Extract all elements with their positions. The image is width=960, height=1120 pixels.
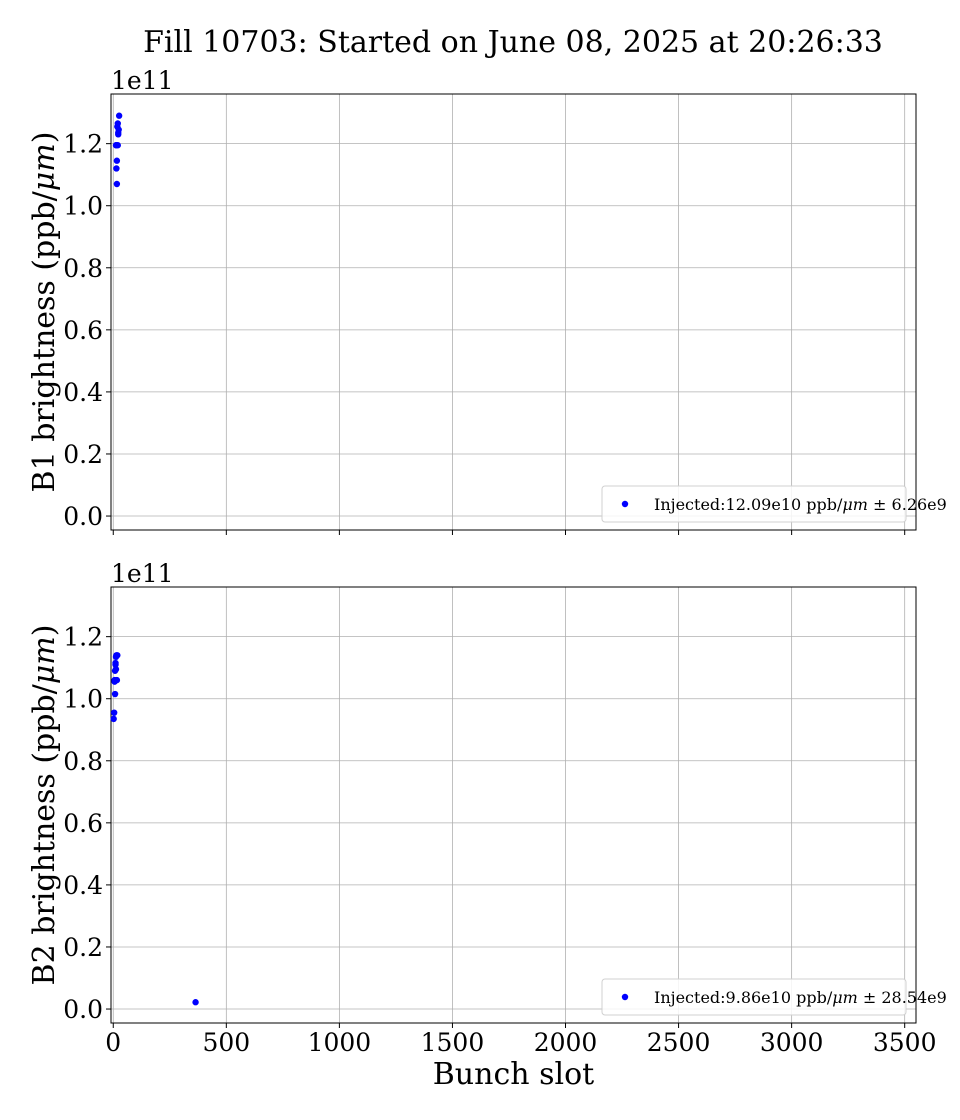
y-tick-label: 0.2: [63, 933, 103, 962]
legend-label: Injected:12.09e10 ppb/μm ± 6.26e9: [654, 495, 947, 514]
y-axis-label-close: ): [27, 132, 62, 144]
data-point: [110, 709, 118, 716]
legend-label-stat: ± 6.26e9: [868, 495, 947, 514]
data-point: [115, 129, 122, 136]
y-axis-label: B2 brightness (ppb/μm): [27, 625, 62, 986]
x-tick-label: 3500: [873, 1028, 937, 1057]
panel-1: 0.0 0.2 0.4 0.6 0.8 1.0 1.2 1e11 B1 brightness (…: [27, 66, 947, 535]
x-tick-label: 3000: [760, 1028, 824, 1057]
data-point: [113, 157, 121, 164]
y-tick-label: 0.0: [63, 502, 103, 531]
data-point: [114, 652, 121, 659]
x-tick-label: 2500: [647, 1028, 711, 1057]
data-point: [111, 676, 118, 684]
y-offset-label: 1e11: [111, 559, 174, 588]
y-axis-label-unit: μm: [27, 636, 62, 684]
data-point: [115, 112, 123, 119]
y-tick-label: 0.6: [63, 316, 103, 345]
data-point: [112, 666, 120, 673]
y-tick-label: 1.2: [63, 130, 103, 159]
data-point: [112, 659, 119, 667]
y-tick-label: 0.4: [63, 871, 103, 900]
legend-label-text: Injected:9.86e10 ppb/: [654, 988, 833, 1007]
y-axis-label-text: B1 brightness (ppb/: [27, 190, 62, 492]
y-axis-label-text: B2 brightness (ppb/: [27, 683, 62, 985]
y-tick-label: 1.0: [63, 685, 103, 714]
legend-label-unit: μm: [832, 988, 858, 1007]
y-axis-label-close: ): [27, 625, 62, 637]
y-tick-label: 0.2: [63, 440, 103, 469]
legend-marker: [621, 993, 629, 1001]
y-axis-label: B1 brightness (ppb/μm): [27, 132, 62, 493]
legend-label: Injected:9.86e10 ppb/μm ± 28.54e9: [654, 988, 947, 1007]
x-tick-label: 1000: [308, 1028, 372, 1057]
legend-label-unit: μm: [842, 495, 868, 514]
figure-title: Fill 10703: Started on June 08, 2025 at …: [143, 25, 883, 60]
y-axis-label-unit: μm: [27, 143, 62, 191]
x-tick-label: 0: [105, 1028, 121, 1057]
data-point: [192, 999, 199, 1006]
legend-label-text: Injected:12.09e10 ppb/: [654, 495, 843, 514]
legend-label-stat: ± 28.54e9: [858, 988, 947, 1007]
legend-marker: [621, 500, 629, 508]
y-tick-label: 0.8: [63, 747, 103, 776]
y-tick-label: 0.0: [63, 995, 103, 1024]
x-tick-label: 1500: [421, 1028, 485, 1057]
x-tick-label: 2000: [534, 1028, 598, 1057]
y-offset-label: 1e11: [111, 66, 174, 95]
legend-frame: [601, 485, 907, 523]
legend: Injected:9.86e10 ppb/μm ± 28.54e9: [601, 978, 947, 1016]
y-tick-label: 0.6: [63, 809, 103, 838]
data-point: [114, 120, 121, 127]
x-tick-label: 500: [202, 1028, 250, 1057]
y-tick-label: 1.0: [63, 192, 103, 221]
data-point: [113, 180, 121, 188]
y-tick-label: 1.2: [63, 623, 103, 652]
data-point: [110, 715, 117, 723]
y-tick-label: 0.8: [63, 254, 103, 283]
data-point: [111, 690, 119, 698]
axes-frame: [110, 93, 917, 531]
x-axis-label: Bunch slot: [433, 1057, 594, 1092]
legend-frame: [601, 978, 907, 1016]
data-point: [113, 165, 120, 172]
panel-2: 0 500 1000 1500 2000 2500 3000 3500 0.0 0.2 0.4 0.6…: [27, 559, 947, 1092]
axes-frame: [110, 586, 917, 1024]
legend: Injected:12.09e10 ppb/μm ± 6.26e9: [601, 485, 947, 523]
y-tick-label: 0.4: [63, 378, 103, 407]
data-point: [113, 142, 120, 149]
